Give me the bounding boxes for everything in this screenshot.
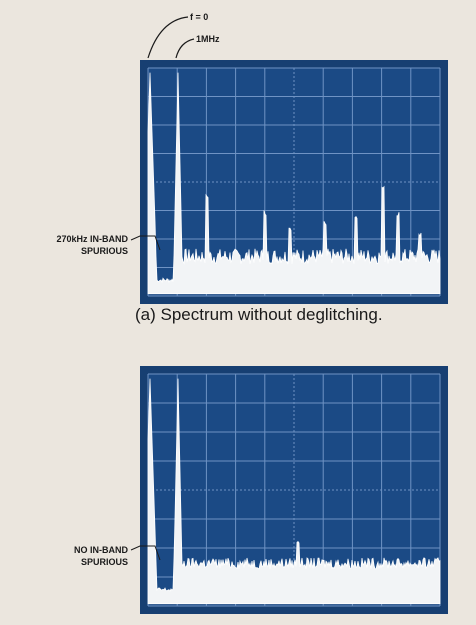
f0-label: f = 0 — [190, 12, 208, 22]
caption: (a) Spectrum without deglitching. — [135, 305, 383, 324]
spurious-label: SPURIOUS — [81, 557, 128, 567]
spurious-label: NO IN-BAND — [74, 545, 128, 555]
spectrum-trace — [147, 72, 441, 295]
pointer — [130, 235, 161, 251]
pointer — [130, 545, 161, 561]
spectrum-trace — [147, 378, 441, 605]
arrow — [147, 16, 189, 59]
spurious-label: 270kHz IN-BAND — [56, 234, 128, 244]
mhz-label: 1MHz — [196, 34, 220, 44]
arrow — [175, 38, 195, 59]
screens — [140, 60, 448, 614]
spurious-label: SPURIOUS — [81, 246, 128, 256]
